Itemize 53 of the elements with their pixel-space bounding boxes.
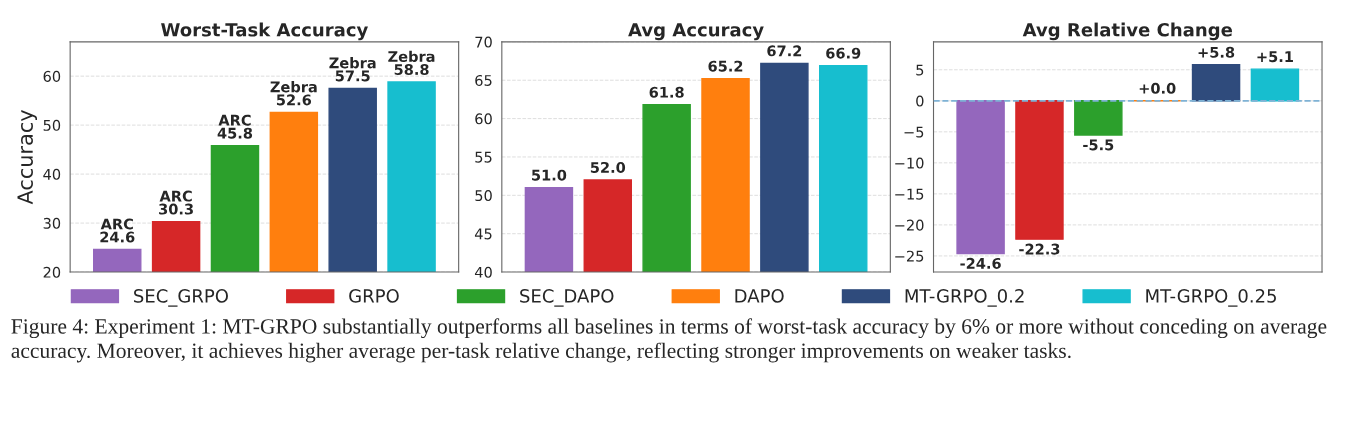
bar [1015,100,1064,240]
data-label: ARC 45.8 [217,114,253,139]
data-label: Zebra 52.6 [270,81,317,106]
chart-title: Worst-Task Accuracy [161,22,368,41]
data-label: 67.2 [767,45,802,57]
bar [1191,64,1241,102]
data-label: +5.1 [1257,51,1293,63]
y-tick-label: 60 [43,70,61,82]
y-tick-label: −10 [895,157,924,169]
y-tick-label: 0 [916,95,924,107]
y-tick-label: 55 [475,151,492,163]
y-tick-label: 20 [43,266,61,278]
legend-label: SEC_DAPO [520,289,614,307]
legend-label: DAPO [735,289,784,303]
chart-title: Avg Accuracy [628,23,764,41]
legend-label: GRPO [349,289,399,303]
data-label: -22.3 [1019,243,1060,255]
legend-label: SEC_GRPO [134,289,228,307]
caption: Figure 4: Experiment 1: MT-GRPO substantially outperforms all baselines in terms of worst-task accuracy by 6% or more without conceding on average accuracy. Moreover, it achieves higher average per-task relative change, reflecting stronger improvements on weaker tasks. [11,318,1327,363]
data-label: Zebra 57.5 [329,57,376,82]
legend-label: MT-GRPO_0.25 [1146,289,1276,307]
chart-title: Avg Relative Change [1022,22,1233,41]
data-label: -24.6 [960,257,1001,269]
data-label: 66.9 [826,47,861,59]
data-label: +0.0 [1139,82,1176,94]
y-tick-label: 40 [43,168,61,180]
legend-label: MT-GRPO_0.2 [905,289,1024,307]
data-label: 61.8 [649,86,684,98]
y-tick-label: 5 [916,64,924,76]
y-tick-label: 60 [475,113,492,125]
y-tick-label: 70 [475,36,492,48]
y-tick-label: 65 [475,74,492,86]
y-axis-title: Accuracy [17,110,38,205]
data-label: 65.2 [708,60,743,72]
data-label: ARC 30.3 [159,190,193,215]
y-tick-label: −25 [895,250,924,262]
y-tick-label: −15 [895,188,924,200]
data-label: Zebra 58.8 [388,50,435,76]
data-label: ARC 24.6 [100,218,135,243]
y-tick-label: −5 [904,126,924,138]
y-tick-label: 40 [474,266,492,278]
data-label: 51.0 [532,169,567,181]
bar [956,100,1005,255]
y-tick-label: −20 [895,219,924,231]
y-tick-label: 50 [475,190,492,202]
data-label: 52.0 [590,161,626,173]
bar [1074,100,1123,136]
y-tick-label: 30 [43,217,61,229]
data-label: +5.8 [1198,46,1235,58]
y-tick-label: 50 [43,119,61,131]
bar [1250,68,1300,102]
y-tick-label: 45 [474,228,492,240]
data-label: -5.5 [1083,139,1114,151]
